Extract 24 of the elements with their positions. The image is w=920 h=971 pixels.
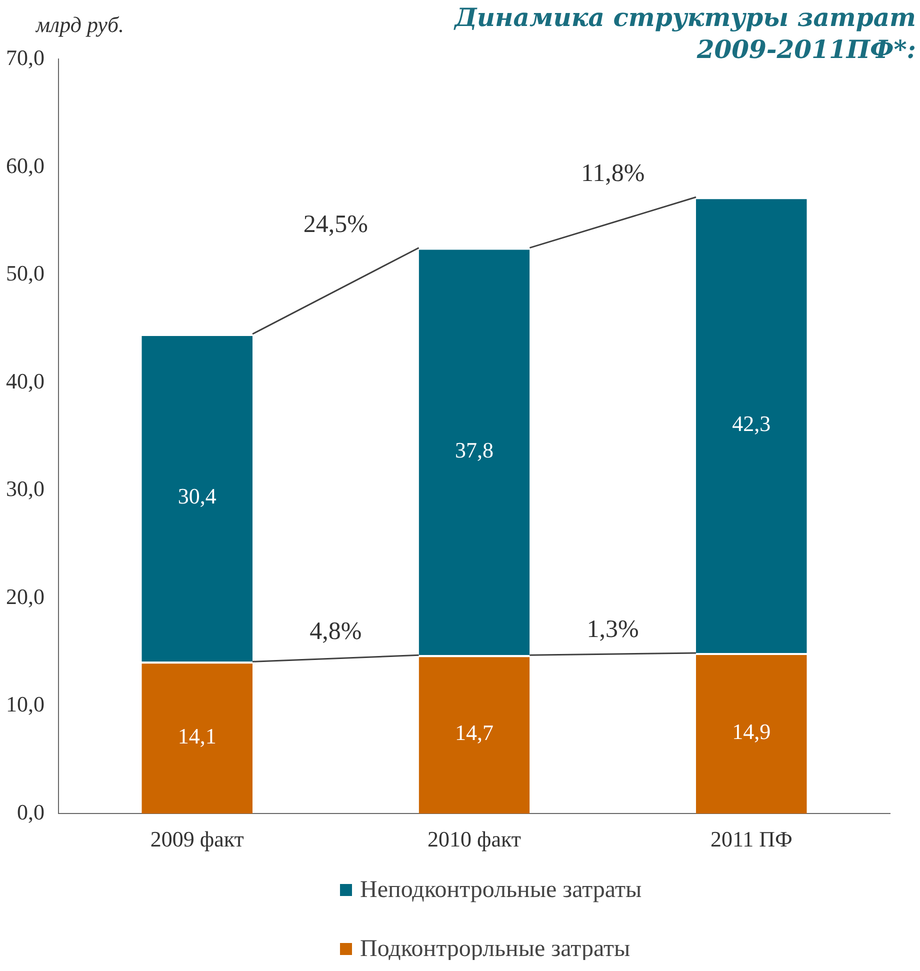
y-axis-title: млрд руб.	[36, 12, 124, 38]
x-tick-label: 2010 факт	[427, 826, 522, 852]
data-label: 37,8	[455, 437, 494, 462]
data-label: 14,1	[178, 723, 216, 748]
y-tick-label: 70,0	[6, 44, 44, 70]
data-label: 30,4	[178, 484, 216, 509]
x-tick-label: 2011 ПФ	[710, 826, 792, 852]
y-tick-label: 30,0	[6, 476, 44, 502]
annotation: 4,8%	[310, 618, 362, 646]
annotation: 1,3%	[586, 616, 639, 644]
y-tick-label: 40,0	[6, 368, 44, 394]
annotation: 11,8%	[581, 160, 645, 188]
y-tick-label: 50,0	[6, 260, 44, 286]
y-tick-label: 0,0	[17, 799, 44, 824]
data-label: 42,3	[732, 410, 771, 436]
y-tick-label: 60,0	[6, 152, 44, 178]
legend-label: Неподконтрольные затраты	[360, 876, 642, 904]
data-label: 14,7	[455, 720, 494, 746]
x-tick-label: 2009 факт	[150, 826, 244, 852]
data-label: 14,9	[732, 719, 771, 744]
y-tick-label: 10,0	[6, 692, 44, 717]
y-tick-label: 20,0	[6, 584, 44, 609]
annotation: 24,5%	[303, 210, 368, 238]
chart-title: Динамика структуры затрат 2009-2011ПФ*:	[452, 2, 916, 66]
